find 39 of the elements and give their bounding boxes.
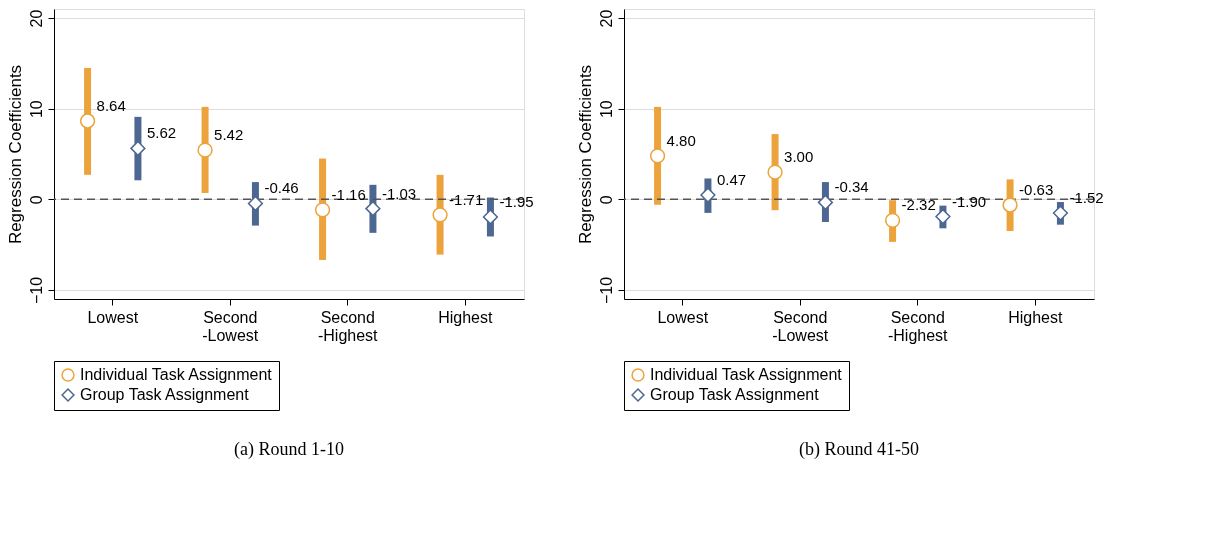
data-label: -1.16 bbox=[331, 185, 366, 203]
y-tick-label: 20 bbox=[27, 9, 45, 28]
data-label: 4.80 bbox=[666, 131, 696, 149]
y-tick-label: 20 bbox=[597, 9, 615, 28]
y-axis-title: Regression Coefficients bbox=[575, 64, 595, 245]
data-label: 5.62 bbox=[146, 124, 177, 142]
x-tick-label: Second -Highest bbox=[317, 308, 379, 344]
data-label: -1.95 bbox=[499, 192, 534, 210]
x-tick-label: Highest bbox=[438, 308, 493, 326]
y-tick-label: 10 bbox=[597, 100, 615, 119]
data-label: -1.03 bbox=[381, 184, 417, 202]
data-label: 8.64 bbox=[96, 97, 126, 115]
x-tick-label: Lowest bbox=[657, 308, 709, 326]
text: (a) Round 1-10 bbox=[234, 438, 344, 460]
data-label: -1.90 bbox=[951, 192, 987, 210]
x-tick-label: Second -Highest bbox=[887, 308, 949, 344]
x-tick-label: Second -Lowest bbox=[202, 308, 259, 344]
data-label: 0.47 bbox=[716, 171, 747, 189]
data-label: -0.46 bbox=[264, 179, 299, 197]
y-axis-title: Regression Coefficients bbox=[5, 64, 25, 245]
x-tick-label: Lowest bbox=[87, 308, 139, 326]
data-label: 3.00 bbox=[784, 148, 814, 166]
data-label: -0.63 bbox=[1019, 181, 1054, 199]
legend-label: Group Task Assignment bbox=[650, 386, 820, 403]
data-label: -0.34 bbox=[834, 178, 869, 196]
x-tick-label: Highest bbox=[1008, 308, 1063, 326]
x-tick-label: Second -Lowest bbox=[772, 308, 829, 344]
data-label: -2.32 bbox=[901, 196, 936, 214]
y-tick-label: −10 bbox=[27, 276, 45, 305]
legend-label: Group Task Assignment bbox=[80, 386, 250, 403]
y-tick-label: −10 bbox=[597, 276, 615, 305]
legend-label: Individual Task Assignment bbox=[80, 366, 273, 383]
data-label: 5.42 bbox=[214, 126, 244, 144]
y-tick-label: 10 bbox=[27, 100, 45, 119]
text: (b) Round 41-50 bbox=[799, 438, 919, 460]
y-tick-label: 0 bbox=[27, 195, 45, 205]
legend-label: Individual Task Assignment bbox=[650, 366, 843, 383]
y-tick-label: 0 bbox=[597, 195, 615, 205]
data-label: -1.52 bbox=[1069, 189, 1104, 207]
